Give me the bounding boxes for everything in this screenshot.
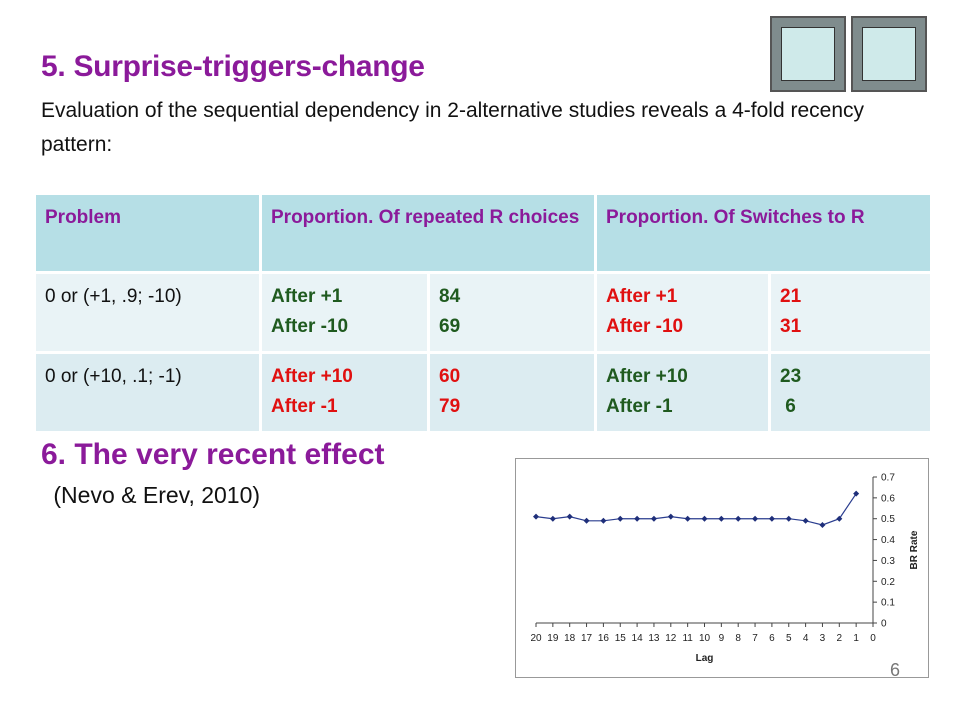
x-tick-label: 11 xyxy=(682,633,693,644)
y-tick-label: 0.4 xyxy=(881,535,895,546)
table-header-row: Problem Proportion. Of repeated R choice… xyxy=(33,192,933,274)
x-tick-label: 9 xyxy=(719,633,725,644)
header-switches: Proportion. Of Switches to R xyxy=(594,192,933,274)
sw-label: After -10 xyxy=(606,316,684,337)
sw-labels-cell: After +1 After -10 xyxy=(594,271,771,354)
table-row: 0 or (+1, .9; -10) After +1 After -10 84 6… xyxy=(33,271,933,354)
rep-label: After -1 xyxy=(271,396,338,417)
sw-labels-cell: After +10 After -1 xyxy=(594,351,771,434)
x-tick-label: 5 xyxy=(786,633,792,644)
x-tick-label: 12 xyxy=(665,633,677,644)
data-point xyxy=(566,513,573,520)
data-point xyxy=(785,515,792,522)
y-axis-label: BR Rate xyxy=(909,530,920,569)
x-axis-label: Lag xyxy=(696,653,714,664)
nav-prev-face xyxy=(781,27,835,81)
x-tick-label: 2 xyxy=(837,633,843,644)
sw-values-cell: 21 31 xyxy=(768,271,933,354)
data-point xyxy=(768,515,775,522)
nav-next-button[interactable] xyxy=(851,16,927,92)
y-tick-label: 0.7 xyxy=(881,473,895,484)
x-tick-label: 8 xyxy=(735,633,741,644)
data-point xyxy=(853,490,860,497)
rep-label: After +10 xyxy=(271,366,353,387)
sw-label: After +1 xyxy=(606,286,678,307)
data-point xyxy=(701,515,708,522)
x-tick-label: 10 xyxy=(699,633,711,644)
rep-label: After +1 xyxy=(271,286,343,307)
data-point xyxy=(735,515,742,522)
data-point xyxy=(684,515,691,522)
rep-label: After -10 xyxy=(271,316,349,337)
x-tick-label: 19 xyxy=(547,633,559,644)
rep-value: 69 xyxy=(439,316,461,337)
y-tick-label: 0 xyxy=(881,619,887,630)
x-tick-label: 0 xyxy=(870,633,876,644)
x-tick-label: 15 xyxy=(615,633,627,644)
nav-prev-button[interactable] xyxy=(770,16,846,92)
rep-values-cell: 60 79 xyxy=(427,351,597,434)
data-point xyxy=(718,515,725,522)
y-tick-label: 0.5 xyxy=(881,514,895,525)
lag-chart-svg: 20 19 18 17 16 15 14 13 12 11 10 9 8 7 6 5 4 3 2 1 000.10.20… xyxy=(530,473,920,665)
rep-labels-cell: After +1 After -10 xyxy=(259,271,430,354)
data-point xyxy=(583,517,590,524)
x-tick-label: 3 xyxy=(820,633,826,644)
header-problem: Problem xyxy=(33,192,262,274)
y-tick-label: 0.2 xyxy=(881,577,895,588)
sw-value: 6 xyxy=(780,396,796,417)
section6-title: 6. The very recent effect xyxy=(41,438,385,471)
section6-citation: (Nevo & Erev, 2010) xyxy=(47,482,261,508)
section5-title: 5. Surprise-triggers-change xyxy=(41,50,425,83)
y-tick-label: 0.3 xyxy=(881,556,895,567)
y-tick-label: 0.6 xyxy=(881,493,895,504)
x-tick-label: 14 xyxy=(632,633,644,644)
x-tick-label: 18 xyxy=(564,633,576,644)
lag-chart: 20 19 18 17 16 15 14 13 12 11 10 9 8 7 6 5 4 3 2 1 0 0 0.1 0.2 0… xyxy=(515,458,929,678)
series-line xyxy=(535,493,857,526)
header-repeated: Proportion. Of repeated R choices xyxy=(259,192,597,274)
y-tick-label: 0.1 xyxy=(881,598,895,609)
x-tick-label: 17 xyxy=(581,633,593,644)
problem-cell: 0 or (+10, .1; -1) xyxy=(33,351,262,434)
sw-label: After +10 xyxy=(606,366,688,387)
problem-cell: 0 or (+1, .9; -10) xyxy=(33,271,262,354)
rep-value: 60 xyxy=(439,366,461,387)
data-point xyxy=(836,515,843,522)
data-point xyxy=(600,517,607,524)
data-point xyxy=(667,513,674,520)
rep-labels-cell: After +10 After -1 xyxy=(259,351,430,434)
x-tick-label: 1 xyxy=(853,633,859,644)
x-tick-label: 4 xyxy=(803,633,809,644)
data-point xyxy=(549,515,556,522)
section5-intro: Evaluation of the sequential dependency … xyxy=(41,99,865,156)
x-tick-label: 20 xyxy=(530,633,542,644)
sw-value: 21 xyxy=(780,286,802,307)
sw-value: 23 xyxy=(780,366,802,387)
slide-number: 6 xyxy=(890,660,901,680)
x-tick-label: 6 xyxy=(769,633,775,644)
sw-value: 31 xyxy=(780,316,802,337)
data-point xyxy=(634,515,641,522)
data-point xyxy=(819,521,826,528)
x-tick-label: 13 xyxy=(648,633,660,644)
sw-label: After -1 xyxy=(606,396,673,417)
data-point xyxy=(533,513,539,520)
rep-value: 79 xyxy=(439,396,461,417)
data-point xyxy=(617,515,624,522)
sw-values-cell: 23 6 xyxy=(768,351,933,434)
data-point xyxy=(650,515,657,522)
x-tick-label: 7 xyxy=(752,633,758,644)
data-point xyxy=(752,515,759,522)
results-table: Problem Proportion. Of repeated R choice… xyxy=(33,192,933,434)
x-tick-label: 16 xyxy=(598,633,610,644)
rep-value: 84 xyxy=(439,286,461,307)
rep-values-cell: 84 69 xyxy=(427,271,597,354)
data-point xyxy=(802,517,809,524)
nav-next-face xyxy=(862,27,916,81)
table-row: 0 or (+10, .1; -1) After +10 After -1 60 7… xyxy=(33,351,933,434)
